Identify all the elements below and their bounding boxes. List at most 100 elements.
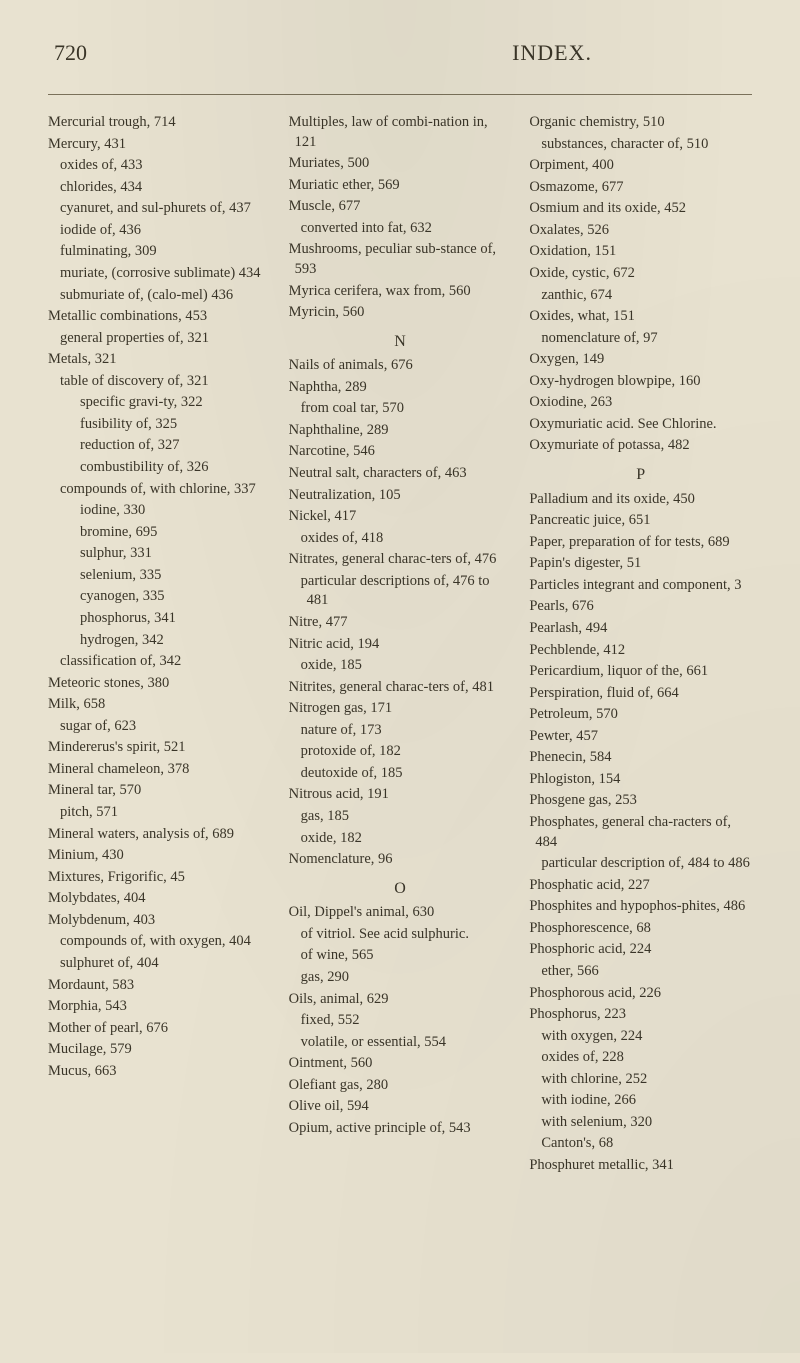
index-entry: Nomenclature, 96 <box>289 850 512 870</box>
index-entry: Phosphates, general cha-racters of, 484 <box>529 813 752 852</box>
index-entry: Pearlash, 494 <box>529 619 752 639</box>
index-entry: muriate, (corrosive sublimate) 434 <box>48 264 271 284</box>
index-entry: Mineral waters, analysis of, 689 <box>48 825 271 845</box>
index-entry: Olefiant gas, 280 <box>289 1076 512 1096</box>
index-entry: Phosphites and hypophos-phites, 486 <box>529 897 752 917</box>
index-entry: iodide of, 436 <box>48 221 271 241</box>
header-rule <box>48 94 752 95</box>
index-entry: particular description of, 484 to 486 <box>529 854 752 874</box>
index-entry: classification of, 342 <box>48 652 271 672</box>
index-entry: Phosphoric acid, 224 <box>529 940 752 960</box>
index-entry: Nails of animals, 676 <box>289 356 512 376</box>
index-entry: Osmazome, 677 <box>529 178 752 198</box>
index-entry: Oxy-hydrogen blowpipe, 160 <box>529 372 752 392</box>
index-entry: Morphia, 543 <box>48 997 271 1017</box>
index-entry: Nickel, 417 <box>289 507 512 527</box>
index-entry: Opium, active principle of, 543 <box>289 1119 512 1139</box>
index-entry: Papin's digester, 51 <box>529 554 752 574</box>
index-entry: Mucilage, 579 <box>48 1040 271 1060</box>
index-entry: fusibility of, 325 <box>48 415 271 435</box>
index-entry: Orpiment, 400 <box>529 156 752 176</box>
index-entry: Pechblende, 412 <box>529 641 752 661</box>
index-entry: Nitrous acid, 191 <box>289 785 512 805</box>
page-header: 720 INDEX. <box>48 40 752 66</box>
index-entry: Osmium and its oxide, 452 <box>529 199 752 219</box>
index-entry: Perspiration, fluid of, 664 <box>529 684 752 704</box>
index-entry: Oxygen, 149 <box>529 350 752 370</box>
index-entry: oxides of, 433 <box>48 156 271 176</box>
index-entry: Pewter, 457 <box>529 727 752 747</box>
index-entry: oxides of, 228 <box>529 1048 752 1068</box>
index-entry: Metallic combinations, 453 <box>48 307 271 327</box>
index-entry: submuriate of, (calo-mel) 436 <box>48 286 271 306</box>
index-entry: Naphtha, 289 <box>289 378 512 398</box>
index-entry: Phosgene gas, 253 <box>529 791 752 811</box>
index-entry: Mushrooms, peculiar sub-stance of, 593 <box>289 240 512 279</box>
index-entry: Oxidation, 151 <box>529 242 752 262</box>
index-entry: Oxalates, 526 <box>529 221 752 241</box>
index-entry: cyanogen, 335 <box>48 587 271 607</box>
index-entry: Organic chemistry, 510 <box>529 113 752 133</box>
index-entry: specific gravi-ty, 322 <box>48 393 271 413</box>
index-entry: fulminating, 309 <box>48 242 271 262</box>
index-entry: oxides of, 418 <box>289 529 512 549</box>
index-entry: Myricin, 560 <box>289 303 512 323</box>
index-entry: Oxide, cystic, 672 <box>529 264 752 284</box>
index-entry: Minium, 430 <box>48 846 271 866</box>
section-letter: O <box>289 878 512 900</box>
index-entry: of vitriol. See acid sulphuric. <box>289 925 512 945</box>
index-entry: Canton's, 68 <box>529 1134 752 1154</box>
index-page: 720 INDEX. Mercurial trough, 714Mercury,… <box>0 0 800 1353</box>
index-entry: Phenecin, 584 <box>529 748 752 768</box>
index-entry: Particles integrant and component, 3 <box>529 576 752 596</box>
index-entry: nomenclature of, 97 <box>529 329 752 349</box>
index-entry: Phosphatic acid, 227 <box>529 876 752 896</box>
index-entry: Nitre, 477 <box>289 613 512 633</box>
index-entry: phosphorus, 341 <box>48 609 271 629</box>
index-entry: chlorides, 434 <box>48 178 271 198</box>
index-entry: Naphthaline, 289 <box>289 421 512 441</box>
index-entry: Phosphorescence, 68 <box>529 919 752 939</box>
index-entry: Nitrites, general charac-ters of, 481 <box>289 678 512 698</box>
section-letter: N <box>289 331 512 353</box>
index-entry: from coal tar, 570 <box>289 399 512 419</box>
index-entry: Milk, 658 <box>48 695 271 715</box>
index-entry: oxide, 185 <box>289 656 512 676</box>
index-entry: Pancreatic juice, 651 <box>529 511 752 531</box>
index-entry: Pearls, 676 <box>529 597 752 617</box>
index-entry: nature of, 173 <box>289 721 512 741</box>
index-entry: Nitrogen gas, 171 <box>289 699 512 719</box>
index-entry: fixed, 552 <box>289 1011 512 1031</box>
index-entry: combustibility of, 326 <box>48 458 271 478</box>
index-entry: Oxymuriate of potassa, 482 <box>529 436 752 456</box>
index-columns: Mercurial trough, 714Mercury, 431oxides … <box>48 113 752 1178</box>
index-entry: Neutral salt, characters of, 463 <box>289 464 512 484</box>
page-number: 720 <box>54 40 87 66</box>
index-entry: protoxide of, 182 <box>289 742 512 762</box>
index-entry: Pericardium, liquor of the, 661 <box>529 662 752 682</box>
index-entry: converted into fat, 632 <box>289 219 512 239</box>
index-entry: Phosphorous acid, 226 <box>529 984 752 1004</box>
index-entry: Nitrates, general charac-ters of, 476 <box>289 550 512 570</box>
index-entry: ether, 566 <box>529 962 752 982</box>
index-entry: Oxiodine, 263 <box>529 393 752 413</box>
index-entry: Meteoric stones, 380 <box>48 674 271 694</box>
index-entry: iodine, 330 <box>48 501 271 521</box>
index-entry: Phosphorus, 223 <box>529 1005 752 1025</box>
index-entry: Myrica cerifera, wax from, 560 <box>289 282 512 302</box>
index-entry: Mother of pearl, 676 <box>48 1019 271 1039</box>
index-entry: Mordaunt, 583 <box>48 976 271 996</box>
index-entry: sulphur, 331 <box>48 544 271 564</box>
index-entry: substances, character of, 510 <box>529 135 752 155</box>
index-entry: Mucus, 663 <box>48 1062 271 1082</box>
index-entry: reduction of, 327 <box>48 436 271 456</box>
index-entry: gas, 290 <box>289 968 512 988</box>
index-entry: compounds of, with chlorine, 337 <box>48 480 271 500</box>
index-entry: general properties of, 321 <box>48 329 271 349</box>
index-entry: Phlogiston, 154 <box>529 770 752 790</box>
index-entry: Multiples, law of combi-nation in, 121 <box>289 113 512 152</box>
index-entry: Petroleum, 570 <box>529 705 752 725</box>
index-entry: hydrogen, 342 <box>48 631 271 651</box>
index-entry: pitch, 571 <box>48 803 271 823</box>
section-letter: P <box>529 464 752 486</box>
